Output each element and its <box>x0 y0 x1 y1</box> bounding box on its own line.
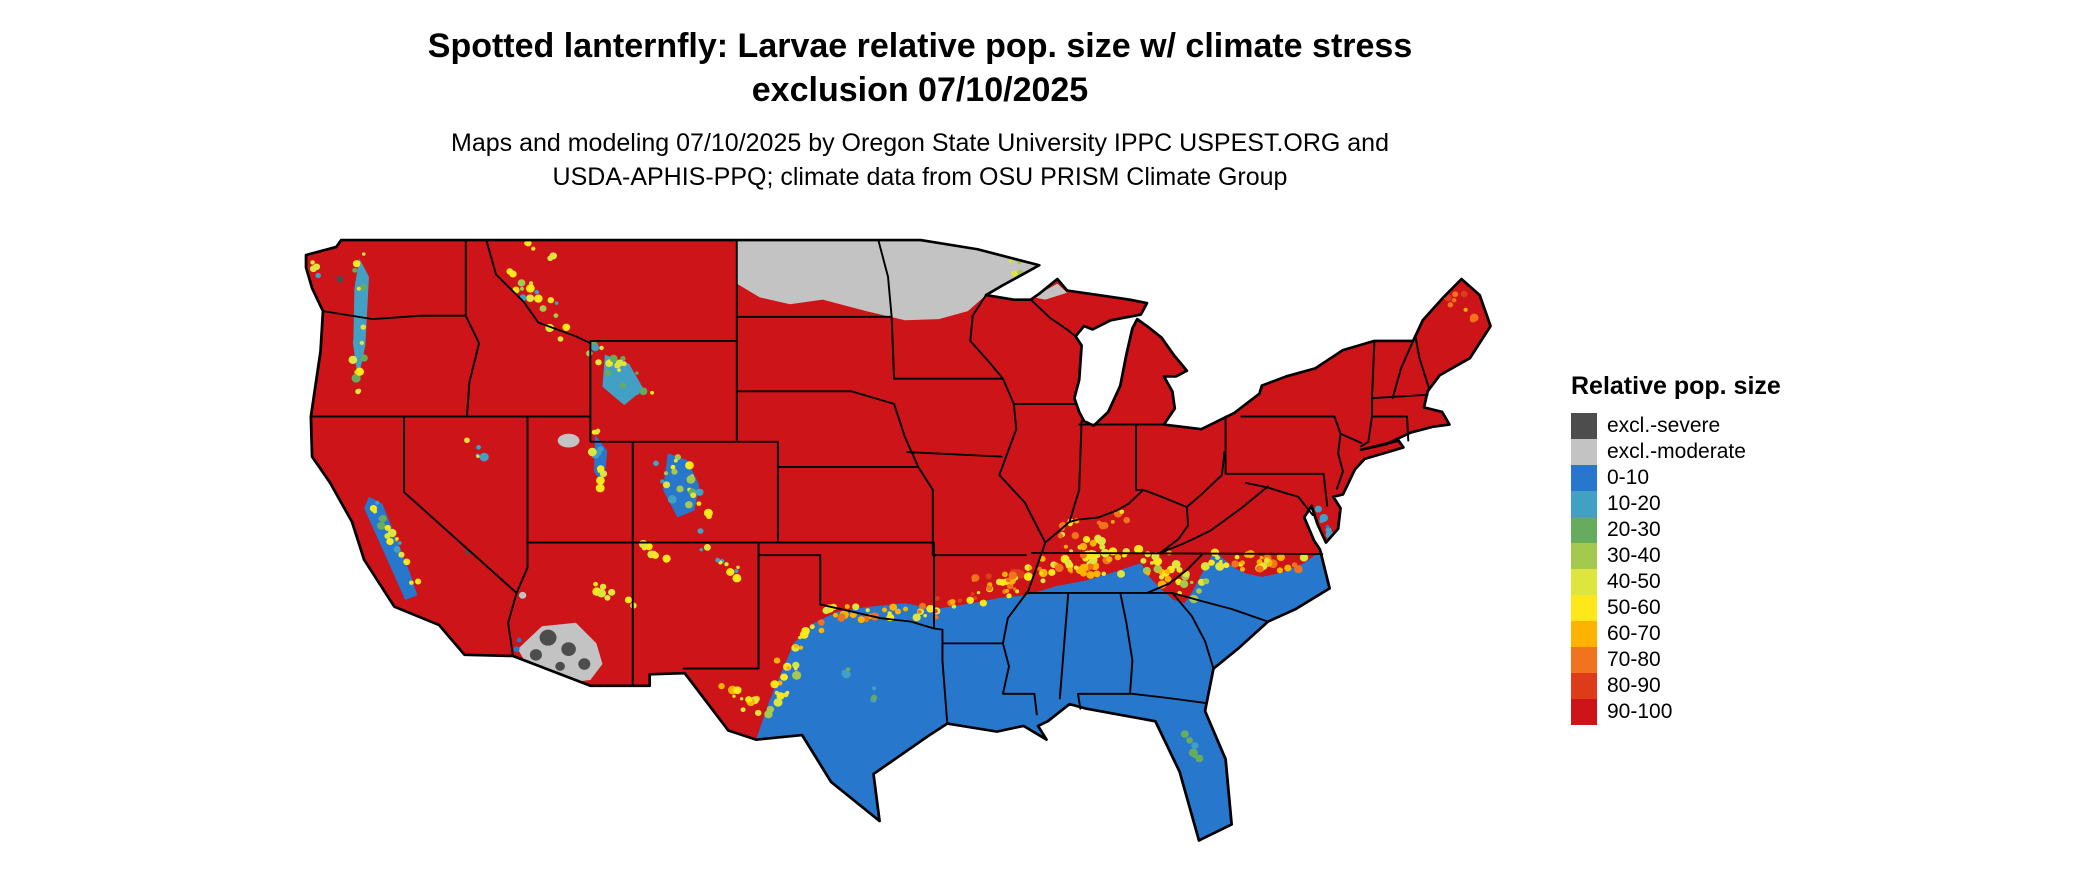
legend-label: excl.-severe <box>1607 414 1721 437</box>
legend-item: 80-90 <box>1571 673 1781 699</box>
legend-item: 0-10 <box>1571 465 1781 491</box>
legend-swatch <box>1571 595 1597 621</box>
legend-item: excl.-severe <box>1571 413 1781 439</box>
legend-label: 0-10 <box>1607 466 1650 489</box>
legend-swatch <box>1571 491 1597 517</box>
region-up-gray-sliver <box>1033 283 1068 300</box>
page-title-line1: Spotted lanternfly: Larvae relative pop.… <box>427 27 1413 65</box>
legend-label: 90-100 <box>1607 700 1673 723</box>
legend-swatch <box>1571 439 1597 465</box>
legend-label: 50-60 <box>1607 596 1661 619</box>
header: Spotted lanternfly: Larvae relative pop.… <box>130 24 1710 194</box>
legend-label: 70-80 <box>1607 648 1661 671</box>
legend-swatch <box>1571 543 1597 569</box>
legend-label: excl.-moderate <box>1607 440 1746 463</box>
legend-swatch <box>1571 517 1597 543</box>
transition-speckles <box>309 240 1479 763</box>
state-borders <box>309 239 1430 725</box>
legend-swatch <box>1571 569 1597 595</box>
us-map <box>300 208 1522 884</box>
legend-label: 80-90 <box>1607 674 1661 697</box>
legend-item: 60-70 <box>1571 621 1781 647</box>
legend-item: 90-100 <box>1571 699 1781 725</box>
legend: Relative pop. size excl.-severe excl.-mod… <box>1571 372 1781 725</box>
us-map-svg <box>304 238 1492 842</box>
legend-item: 20-30 <box>1571 517 1781 543</box>
region-south-0-10 <box>756 550 1330 841</box>
legend-swatch <box>1571 413 1597 439</box>
legend-item: excl.-moderate <box>1571 439 1781 465</box>
page-title-line2: exclusion 07/10/2025 <box>751 71 1089 109</box>
legend-item: 30-40 <box>1571 543 1781 569</box>
subtitle: Maps and modeling 07/10/2025 by Oregon S… <box>130 126 1710 194</box>
legend-items: excl.-severe excl.-moderate 0-10 10-20 20-30… <box>1571 413 1781 725</box>
subtitle-line2: USDA-APHIS-PPQ; climate data from OSU PR… <box>552 163 1288 191</box>
legend-title: Relative pop. size <box>1571 372 1781 400</box>
subtitle-line1: Maps and modeling 07/10/2025 by Oregon S… <box>451 129 1389 157</box>
legend-item: 50-60 <box>1571 595 1781 621</box>
legend-swatch <box>1571 465 1597 491</box>
legend-label: 60-70 <box>1607 622 1661 645</box>
legend-swatch <box>1571 621 1597 647</box>
legend-label: 20-30 <box>1607 518 1661 541</box>
legend-item: 40-50 <box>1571 569 1781 595</box>
legend-label: 30-40 <box>1607 544 1661 567</box>
legend-label: 40-50 <box>1607 570 1661 593</box>
legend-swatch <box>1571 673 1597 699</box>
legend-item: 10-20 <box>1571 491 1781 517</box>
legend-item: 70-80 <box>1571 647 1781 673</box>
legend-swatch <box>1571 647 1597 673</box>
legend-label: 10-20 <box>1607 492 1661 515</box>
legend-swatch <box>1571 699 1597 725</box>
